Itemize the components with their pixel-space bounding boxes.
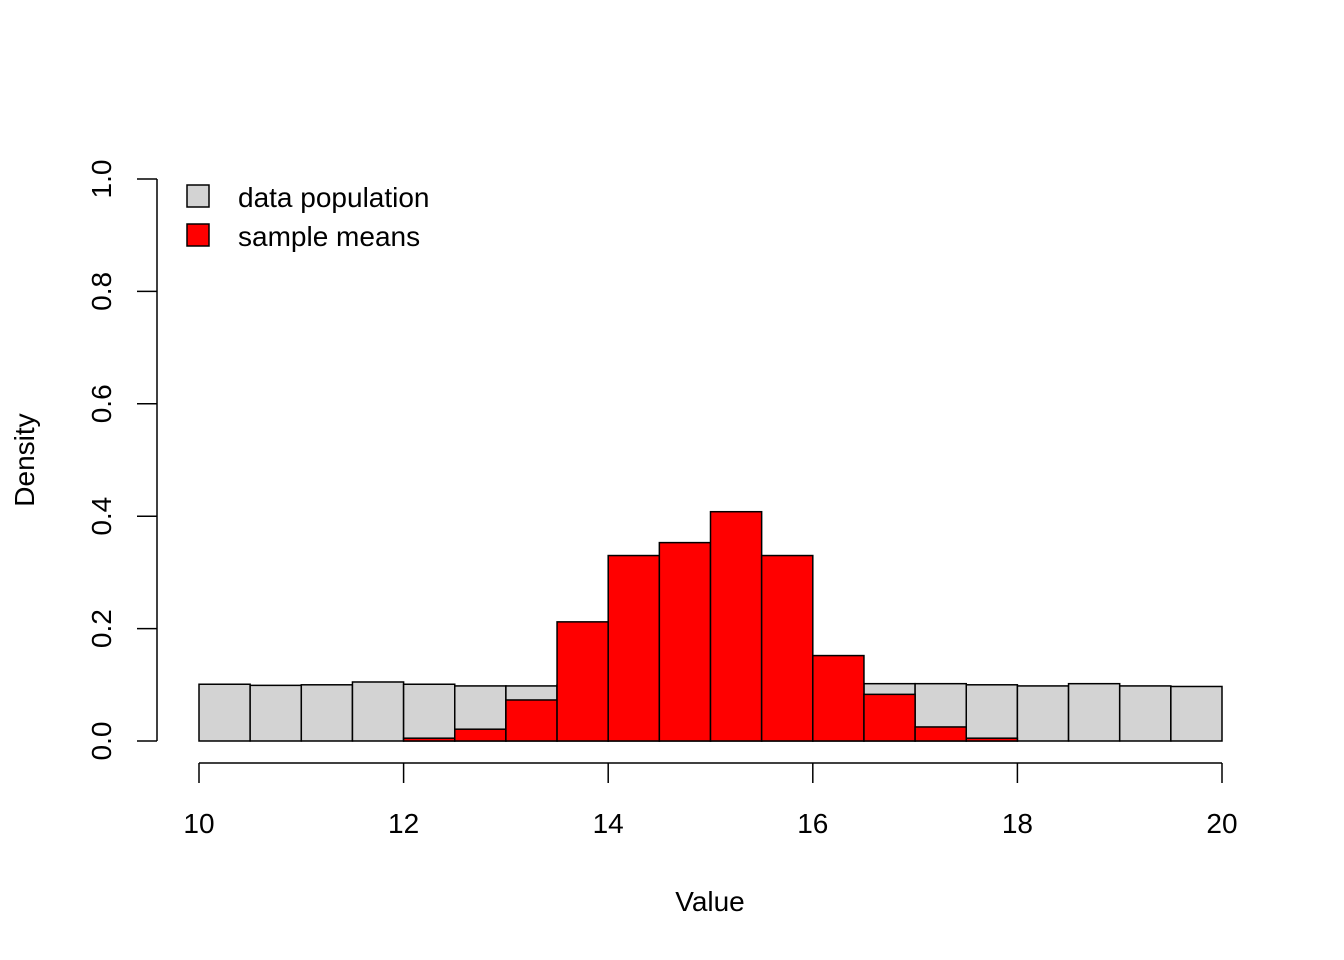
- sample-means-bar-8: [607, 554, 661, 742]
- sample-means-bar-4: [402, 737, 456, 742]
- population-bar-3: [351, 681, 405, 742]
- y-tick-label-3: 0.6: [86, 384, 117, 423]
- sample-means-bar-7: [556, 621, 609, 742]
- population-bar-16: [1016, 685, 1070, 742]
- population-bar-15: [965, 684, 1019, 742]
- y-tick-label-5: 1.0: [86, 160, 117, 199]
- sample-means-bar-5: [454, 728, 507, 742]
- population-bar-0: [198, 683, 251, 742]
- legend-label-population: data population: [238, 182, 430, 213]
- y-tick-label-1: 0.2: [86, 609, 117, 648]
- x-axis-title: Value: [675, 886, 745, 917]
- x-tick-label-0: 10: [183, 808, 214, 839]
- legend: data population sample means: [186, 182, 430, 252]
- y-tick-label-2: 0.4: [86, 497, 117, 536]
- x-tick-label-5: 20: [1206, 808, 1237, 839]
- sample-means-bar-12: [812, 654, 865, 742]
- y-tick-label-0: 0.0: [86, 722, 117, 761]
- y-axis: 0.0 0.2 0.4 0.6 0.8 1.0: [86, 160, 158, 761]
- legend-label-sample-means: sample means: [238, 221, 420, 252]
- x-tick-label-3: 16: [797, 808, 828, 839]
- sample-means-bar-9: [658, 541, 712, 742]
- population-bar-19: [1170, 685, 1223, 742]
- population-bar-17: [1067, 682, 1121, 742]
- y-tick-label-4: 0.8: [86, 272, 117, 311]
- legend-swatch-sample-means: [186, 223, 210, 247]
- population-bar-18: [1118, 685, 1172, 742]
- sample-means-bar-11: [760, 554, 814, 742]
- sample-means-bar-15: [965, 737, 1019, 742]
- sample-means-bars: [402, 510, 1019, 742]
- x-axis: 10 12 14 16 18 20: [183, 762, 1238, 839]
- y-axis-title: Density: [9, 413, 40, 506]
- population-bar-4: [402, 683, 456, 742]
- population-bar-2: [300, 684, 354, 742]
- x-tick-label-2: 14: [593, 808, 624, 839]
- population-bar-1: [249, 684, 303, 742]
- x-tick-label-1: 12: [388, 808, 419, 839]
- legend-swatch-population: [186, 184, 210, 208]
- sample-means-bar-10: [709, 510, 763, 742]
- sample-means-bar-13: [863, 693, 916, 742]
- sample-means-bar-6: [505, 699, 558, 742]
- sample-means-bar-14: [914, 726, 967, 742]
- x-tick-label-4: 18: [1002, 808, 1033, 839]
